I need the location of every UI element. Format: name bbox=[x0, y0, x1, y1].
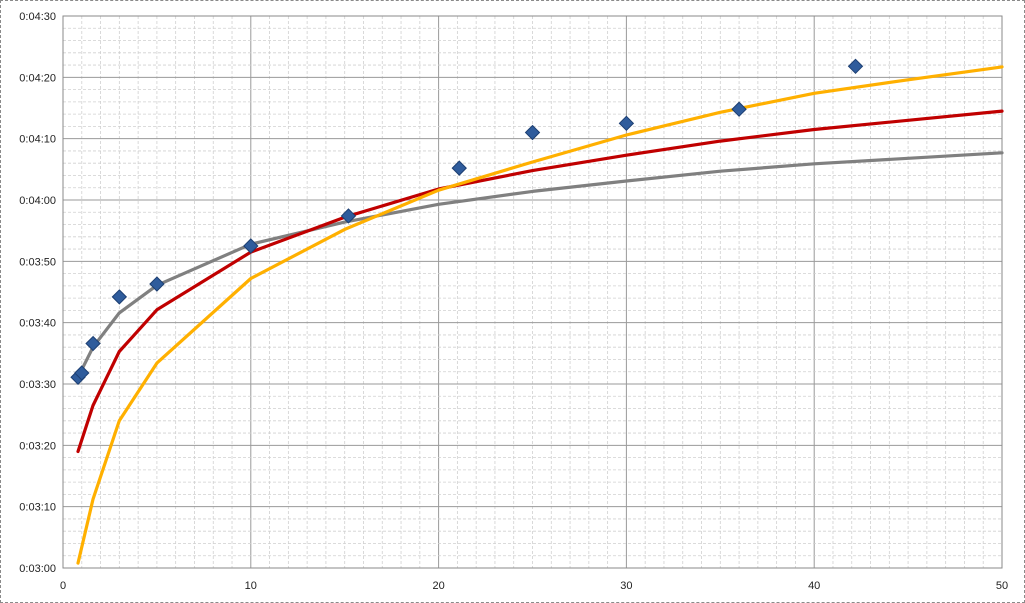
y-tick-label: 0:03:40 bbox=[19, 318, 56, 330]
y-tick-label: 0:04:10 bbox=[19, 134, 56, 146]
y-tick-label: 0:03:10 bbox=[19, 502, 56, 514]
series-line-1 bbox=[76, 151, 1004, 379]
data-point-marker bbox=[524, 124, 541, 141]
y-tick-label: 0:03:00 bbox=[19, 563, 56, 575]
data-point-marker bbox=[451, 160, 467, 176]
y-tick-label: 0:03:30 bbox=[19, 379, 56, 391]
x-tick-label: 20 bbox=[432, 580, 444, 592]
plot-area-border bbox=[62, 15, 1003, 569]
series-scatter-0 bbox=[70, 58, 864, 385]
data-point-marker bbox=[111, 289, 128, 305]
y-tick-label: 0:03:50 bbox=[19, 256, 56, 268]
data-point-marker bbox=[847, 58, 864, 75]
data-point-marker bbox=[731, 101, 747, 117]
data-point-marker bbox=[340, 208, 357, 224]
x-tick-label: 10 bbox=[245, 580, 257, 592]
y-tick-label: 0:04:20 bbox=[19, 72, 56, 84]
x-tick-label: 0 bbox=[60, 580, 66, 592]
x-tick-label: 50 bbox=[996, 580, 1008, 592]
y-tick-label: 0:04:30 bbox=[19, 11, 56, 23]
data-point-marker bbox=[85, 335, 101, 352]
data-point-marker bbox=[74, 365, 90, 381]
series-line-3 bbox=[76, 65, 1004, 565]
x-tick-label: 40 bbox=[808, 580, 820, 592]
data-point-marker bbox=[149, 276, 165, 292]
y-tick-label: 0:03:20 bbox=[19, 440, 56, 452]
data-point-marker bbox=[618, 115, 635, 132]
x-tick-label: 30 bbox=[620, 580, 632, 592]
y-tick-label: 0:04:00 bbox=[19, 195, 56, 207]
data-point-marker bbox=[243, 238, 259, 254]
gridlines bbox=[62, 15, 1003, 569]
